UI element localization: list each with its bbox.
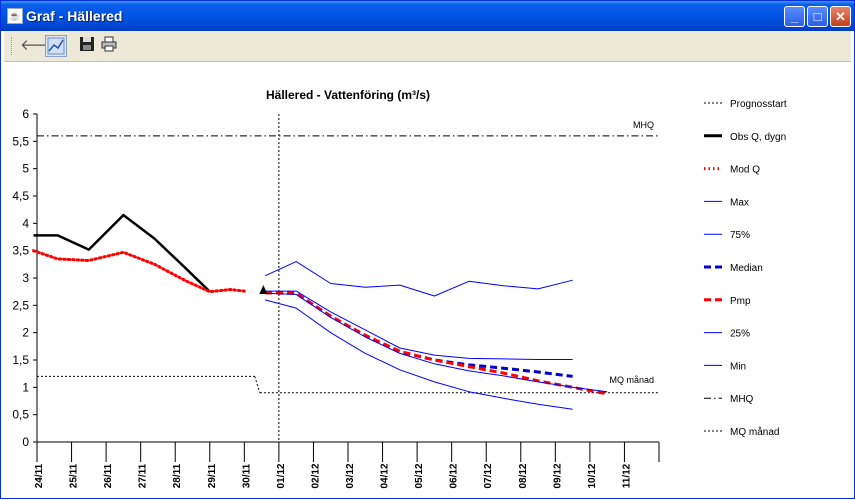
minimize-button[interactable]: _: [784, 6, 805, 27]
x-tick-label: 04/12: [380, 463, 391, 488]
legend-label: MQ månad: [730, 426, 779, 438]
x-tick-label: 03/12: [345, 463, 356, 488]
toolbar: 🡐: [4, 31, 851, 62]
series-line-median: [265, 291, 573, 378]
series-line-25-: [265, 292, 608, 393]
chart-icon-glyph: [47, 37, 65, 55]
x-tick-label: 08/12: [518, 463, 529, 488]
x-tick-label: 28/11: [172, 463, 183, 488]
x-tick-label: 11/12: [621, 463, 632, 488]
y-tick-label: 4: [22, 216, 29, 230]
series-line-pmp: [265, 291, 608, 396]
window-title: Graf - Hällered: [26, 8, 123, 24]
x-tick-label: 24/11: [34, 463, 45, 488]
print-icon-glyph: [101, 36, 117, 52]
save-icon-glyph: [80, 37, 94, 51]
title-bar[interactable]: ☕ Graf - Hällered _ □ ✕: [1, 1, 854, 31]
mq-line: [254, 376, 261, 393]
series-line-mod-q: [32, 249, 246, 294]
legend-label: Mod Q: [730, 165, 760, 176]
y-tick-label: 6: [22, 107, 29, 121]
series-line-75-: [265, 290, 573, 360]
mq-label: MQ månad: [609, 375, 654, 385]
legend-label: Median: [730, 263, 763, 274]
legend-label: 75%: [730, 230, 750, 241]
x-tick-label: 29/11: [207, 463, 218, 488]
x-tick-label: 10/12: [587, 463, 598, 488]
y-tick-label: 5: [22, 162, 29, 176]
x-tick-label: 30/11: [241, 463, 252, 488]
x-tick-label: 06/12: [449, 463, 460, 488]
maximize-button[interactable]: □: [807, 6, 828, 27]
flow-chart: Hällered - Vattenföring (m³/s) 0 0,5 1 1,5 2 2…: [12, 88, 787, 489]
y-tick-label: 1: [22, 380, 29, 394]
x-tick-label: 26/11: [103, 463, 114, 488]
chart-area: Hällered - Vattenföring (m³/s) 0 0,5 1 1,5 2 2…: [4, 63, 851, 495]
java-app-icon: ☕: [7, 8, 23, 24]
legend-label: Max: [730, 197, 749, 208]
toolbar-grip[interactable]: [11, 37, 14, 55]
legend-label: Prognosstart: [730, 99, 787, 110]
back-arrow-icon[interactable]: 🡐: [20, 37, 61, 54]
y-tick-label: 0: [22, 435, 29, 449]
legend-label: Min: [730, 361, 746, 372]
y-tick-label: 0,5: [12, 408, 29, 422]
x-tick-label: 27/11: [138, 463, 149, 488]
save-icon[interactable]: [76, 35, 98, 57]
x-tick-label: 25/11: [69, 463, 80, 488]
x-tick-label: 01/12: [276, 463, 287, 488]
legend-label: 25%: [730, 329, 750, 340]
series-line-min: [264, 299, 573, 410]
y-tick-label: 3,5: [12, 244, 29, 258]
y-tick-label: 3: [22, 271, 29, 285]
chart-icon[interactable]: [45, 35, 67, 57]
series-line-obs-q-dygn: [33, 213, 211, 293]
series-line-max: [264, 261, 573, 297]
forecast-start-marker: [259, 285, 268, 295]
y-tick-label: 1,5: [12, 353, 29, 367]
legend-label: MHQ: [730, 394, 754, 405]
x-tick-label: 07/12: [483, 463, 494, 488]
y-tick-label: 5,5: [12, 134, 29, 148]
y-tick-label: 4,5: [12, 189, 29, 203]
x-tick-label: 05/12: [414, 463, 425, 488]
close-button[interactable]: ✕: [830, 6, 851, 27]
legend-label: Pmp: [730, 296, 751, 307]
y-tick-label: 2: [22, 326, 29, 340]
legend-label: Obs Q, dygn: [730, 132, 786, 143]
chart-title: Hällered - Vattenföring (m³/s): [266, 88, 430, 102]
mhq-label: MHQ: [633, 120, 654, 130]
x-tick-label: 09/12: [552, 463, 563, 488]
print-icon[interactable]: [98, 35, 120, 57]
y-tick-label: 2,5: [12, 298, 29, 312]
x-tick-label: 02/12: [310, 463, 321, 488]
